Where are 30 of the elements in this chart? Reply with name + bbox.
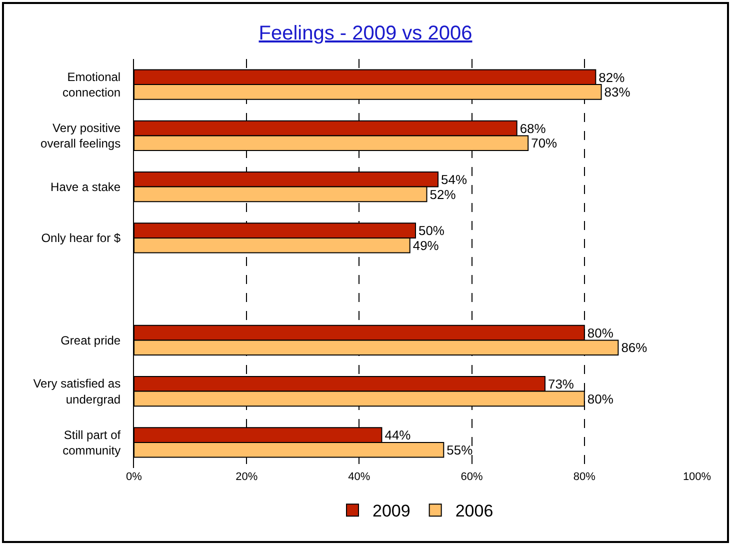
data-label: 44% [384, 428, 412, 443]
y-tick-label: Still part of community [62, 428, 122, 458]
x-tick-label: 40% [348, 471, 370, 483]
data-label: 54% [441, 172, 468, 188]
y-tick-label: Emotional connection [62, 70, 121, 100]
data-label: 82% [598, 70, 626, 85]
chart-title: Feelings - 2009 vs 2006 [258, 22, 472, 44]
y-tick-label: Very positive overall feelings [40, 121, 121, 151]
data-label: 83% [604, 84, 631, 100]
data-label: 86% [621, 340, 648, 356]
data-label: 52% [430, 186, 456, 202]
x-tick-label: 0% [126, 471, 142, 483]
y-tick-label: Have a stake [50, 180, 121, 194]
x-tick-label: 100% [682, 471, 712, 483]
x-tick-label: 60% [460, 471, 484, 483]
legend-label: 2009 [372, 502, 410, 521]
data-label: 68% [520, 120, 546, 136]
x-tick-label: 20% [236, 471, 258, 483]
data-label: 49% [412, 238, 440, 253]
y-tick-label: Great pride [60, 333, 121, 348]
data-label: 73% [548, 376, 574, 392]
y-tick-label: Very satisfied as undergrad [33, 376, 121, 406]
x-tick-label: 80% [573, 471, 596, 483]
data-label: 80% [587, 325, 614, 340]
data-label: 55% [446, 442, 474, 458]
y-tick-label: Only hear for $ [41, 231, 121, 246]
data-label: 80% [587, 391, 614, 406]
data-label: 50% [418, 223, 445, 238]
legend-label: 2006 [455, 502, 494, 521]
data-label: 70% [531, 136, 558, 151]
